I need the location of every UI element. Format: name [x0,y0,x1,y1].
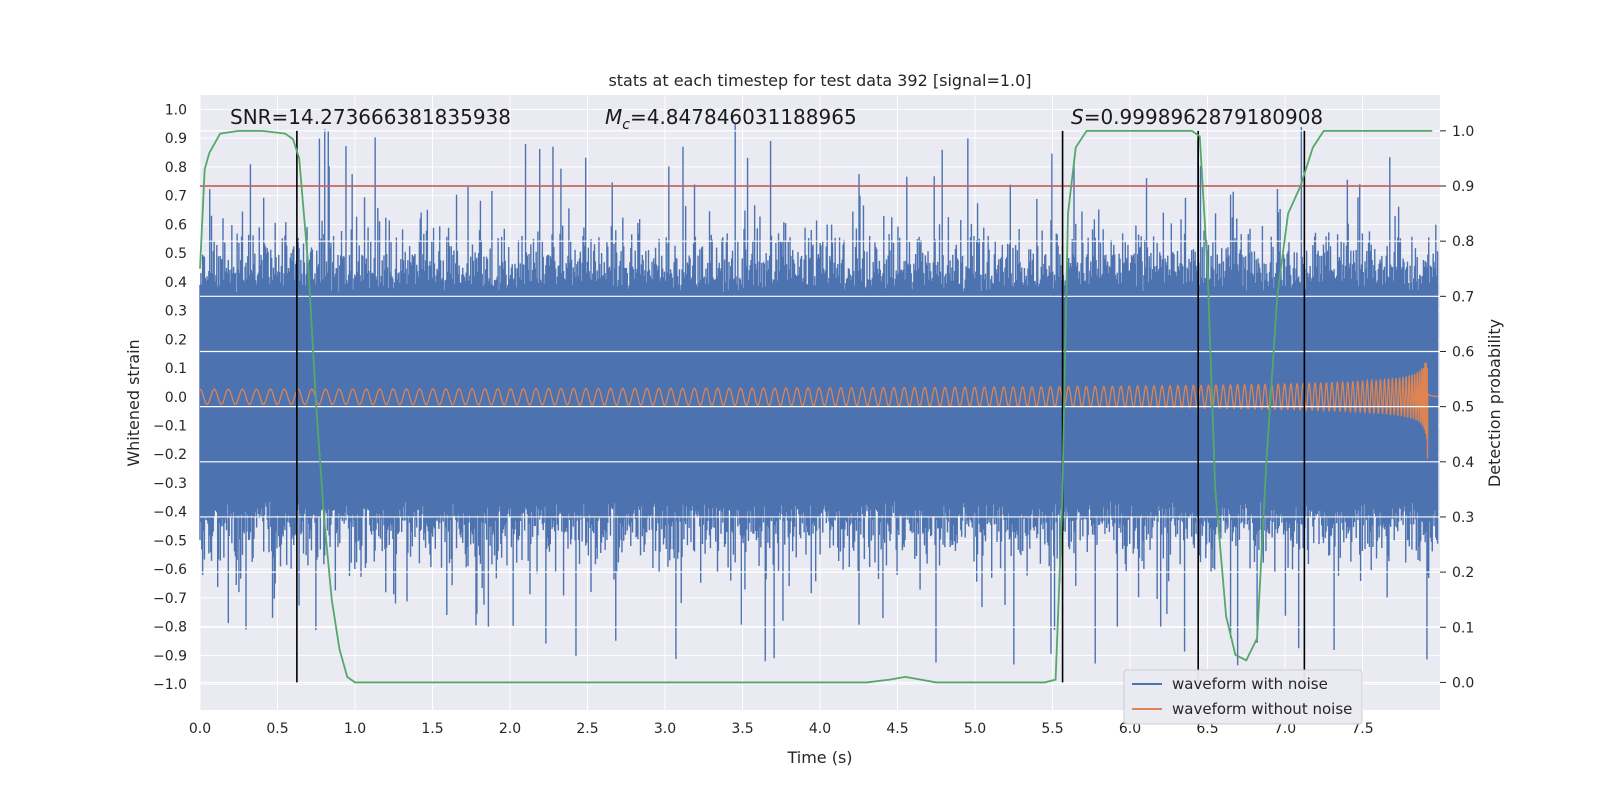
chirp-mass-value: =4.847846031188965 [630,105,857,129]
x-tick-label: 2.0 [499,721,521,737]
y-tick-label: −0.3 [153,476,187,492]
y-tick-label: −0.4 [153,505,187,521]
y-tick-label: −0.7 [153,591,187,607]
y-tick-label: 0.3 [165,304,187,320]
y-tick-label: −1.0 [153,677,187,693]
y2-tick-label: 0.5 [1452,400,1474,416]
chart-title: stats at each timestep for test data 392… [608,71,1031,90]
y-tick-label: 1.0 [165,102,187,118]
x-tick-label: 7.0 [1274,721,1296,737]
y-tick-label: −0.9 [153,648,187,664]
y2-tick-label: 0.2 [1452,565,1474,581]
clean-waveform-path [199,362,1439,459]
x-tick-label: 1.5 [421,721,443,737]
probability-curve [199,129,1433,684]
series-detection-probability [199,129,1433,684]
x-tick-label: 5.5 [1041,721,1063,737]
y-tick-label: −0.1 [153,418,187,434]
y-tick-label: −0.5 [153,533,187,549]
legend-label-clean: waveform without noise [1172,700,1352,718]
legend: waveform with noise waveform without noi… [1123,669,1363,725]
y2-tick-label: 0.1 [1452,620,1474,636]
y2-tick-label: 0.0 [1452,675,1474,691]
y-tick-label: 0.0 [165,390,187,406]
y2-tick-label: 0.8 [1452,234,1474,250]
series-waveform-without-noise [199,362,1439,459]
x-tick-label: 3.0 [654,721,676,737]
y2-axis-label: Detection probability [1485,319,1504,487]
vertical-markers [296,130,1306,683]
s-symbol: S [1071,105,1084,129]
x-tick-label: 0.0 [189,721,211,737]
y-tick-labels: −1.0 −0.9 −0.8 −0.7 −0.6 −0.5 −0.4 −0.3 −0.2 −0.1… [153,102,187,693]
legend-label-noise: waveform with noise [1172,675,1328,693]
y-tick-label: 0.7 [165,189,187,205]
y-tick-label: −0.6 [153,562,187,578]
x-tick-label: 3.5 [731,721,753,737]
y-tick-label: 0.6 [165,217,187,233]
s-value: =0.9998962879180908 [1084,105,1323,129]
legend-box [1123,669,1363,725]
y2-tick-label: 0.7 [1452,289,1474,305]
x-tick-label: 6.0 [1119,721,1141,737]
x-tick-label: 0.5 [266,721,288,737]
chirp-mass-annotation: Mc=4.847846031188965 [605,105,857,133]
y-tick-label: −0.2 [153,447,187,463]
y-tick-label: 0.4 [165,275,187,291]
y-axis-label: Whitened strain [124,339,143,466]
y2-tick-labels: 0.0 0.1 0.2 0.3 0.4 0.5 0.6 0.7 0.8 0.9 1.0 [1440,124,1474,691]
y-tick-label: 0.8 [165,160,187,176]
y-tick-label: −0.8 [153,620,187,636]
x-tick-label: 4.0 [809,721,831,737]
x-tick-labels: 0.0 0.5 1.0 1.5 2.0 2.5 3.0 3.5 4.0 4.5 5.0 5.5 6.0 6… [189,721,1374,737]
y2-tick-label: 0.6 [1452,344,1474,360]
x-tick-label: 6.5 [1196,721,1218,737]
y-tick-label: 0.5 [165,246,187,262]
y-tick-label: 0.9 [165,131,187,147]
y-tick-label: 0.1 [165,361,187,377]
x-tick-label: 1.0 [344,721,366,737]
y2-tick-label: 0.9 [1452,179,1474,195]
x-axis-label: Time (s) [786,748,852,767]
x-tick-label: 5.0 [964,721,986,737]
y-tick-label: 0.2 [165,332,187,348]
y2-tick-label: 1.0 [1452,124,1474,140]
x-tick-label: 4.5 [886,721,908,737]
chirp-mass-symbol: M [605,105,622,129]
x-tick-label: 2.5 [576,721,598,737]
y2-tick-label: 0.4 [1452,455,1474,471]
s-annotation: S=0.9998962879180908 [1071,105,1323,129]
x-tick-label: 7.5 [1351,721,1373,737]
snr-annotation: SNR=14.273666381835938 [230,105,511,129]
y2-tick-label: 0.3 [1452,510,1474,526]
chirp-mass-subscript: c [622,117,630,133]
